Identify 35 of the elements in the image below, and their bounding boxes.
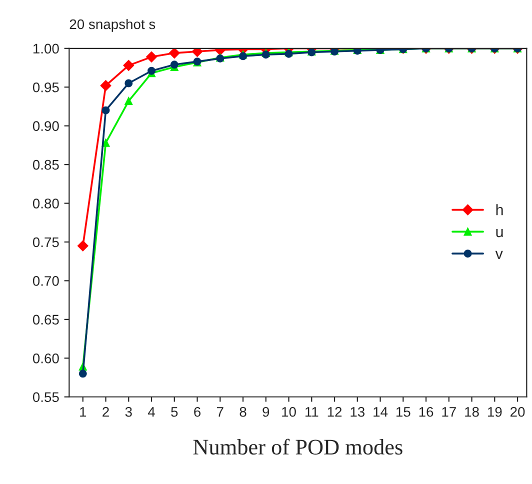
y-tick-label: 0.95: [32, 82, 59, 92]
y-tick-label: 0.80: [32, 198, 59, 208]
x-tick-label: 3: [125, 406, 132, 417]
x-tick-label: 5: [171, 407, 178, 417]
y-tick-label: 0.65: [32, 314, 59, 325]
y-tick-label: 0.55: [32, 392, 59, 402]
x-tick-label: 12: [328, 406, 342, 417]
x-tick-label: 15: [396, 407, 410, 417]
x-tick-label: 11: [305, 407, 318, 417]
x-tick-label: 6: [194, 406, 201, 417]
y-tick-label: 0.70: [32, 276, 59, 286]
y-tick-label: 0.60: [32, 353, 59, 364]
y-tick-label: 0.90: [32, 121, 59, 132]
x-tick-label: 14: [374, 407, 388, 417]
chart-title: 20 snapshot s: [70, 18, 156, 32]
x-axis-title: Number of POD modes: [193, 438, 402, 455]
x-tick-label: 8: [240, 406, 246, 417]
x-tick-label: 13: [350, 406, 365, 417]
legend-label: u: [496, 228, 503, 238]
x-tick-label: 17: [442, 407, 456, 417]
x-tick-label: 16: [419, 406, 434, 417]
y-tick-label: 0.75: [32, 237, 59, 248]
x-tick-label: 4: [148, 407, 155, 417]
x-tick-label: 7: [216, 407, 224, 417]
x-tick-label: 20: [510, 406, 525, 417]
x-tick-label: 18: [465, 406, 479, 417]
y-tick-label: 1.00: [33, 44, 59, 54]
x-tick-label: 9: [262, 406, 270, 417]
x-tick-label: 10: [282, 406, 296, 417]
legend-label: h: [496, 204, 503, 216]
x-tick-label: 19: [488, 406, 502, 417]
legend-label: v: [495, 250, 503, 259]
y-tick-label: 0.85: [32, 160, 59, 170]
x-tick-label: 2: [102, 406, 109, 417]
x-tick-label: 1: [80, 407, 86, 417]
